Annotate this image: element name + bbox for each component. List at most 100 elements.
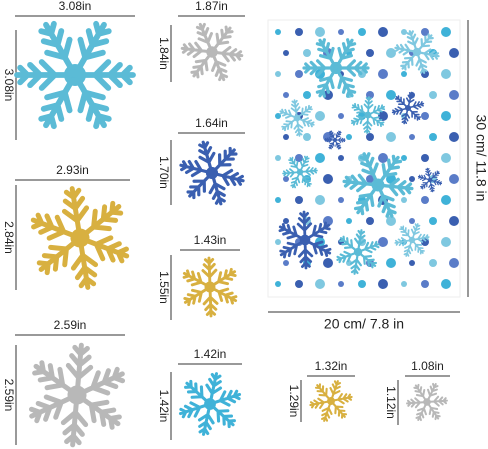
- glitter-dot: [366, 133, 374, 141]
- snowflake-arm: [197, 402, 215, 436]
- snowflake-core: [423, 398, 431, 406]
- glitter-dot: [338, 113, 344, 119]
- glitter-dot: [386, 216, 396, 226]
- glitter-dot: [378, 69, 388, 79]
- snowflake-core: [70, 228, 90, 248]
- glitter-dot: [401, 29, 407, 35]
- glitter-dot: [449, 132, 459, 142]
- glitter-dot: [323, 90, 333, 100]
- snowflake-arm: [334, 66, 357, 98]
- snowflake-core: [364, 111, 372, 119]
- snowflake-arm: [65, 342, 94, 398]
- snowflake: [342, 152, 414, 218]
- snowflake-arm: [342, 173, 380, 193]
- height-label: 1.70in: [157, 156, 171, 189]
- snowflake-arm: [184, 379, 212, 406]
- width-label: 2.93in: [56, 163, 89, 177]
- snowflake-arm: [183, 285, 212, 307]
- glitter-dot: [303, 133, 311, 141]
- width-label: 2.59in: [54, 318, 87, 332]
- snowflake-arm: [296, 104, 313, 119]
- glitter-dot: [449, 174, 459, 184]
- snowflake-arm: [338, 235, 360, 254]
- snowflake-core: [67, 385, 87, 405]
- snowflake-core: [333, 138, 337, 142]
- snowflake-arm: [208, 285, 238, 305]
- snowflake-arm: [210, 45, 244, 63]
- snowflake-arm: [315, 38, 338, 70]
- height-label: 1.29in: [287, 385, 301, 418]
- snowflake: [391, 91, 425, 125]
- snowflake-arm: [413, 383, 428, 403]
- snowflake-arm: [299, 155, 310, 173]
- snowflake-arm: [282, 168, 301, 178]
- snowflake-arm: [429, 178, 443, 186]
- glitter-dot: [323, 258, 333, 268]
- snowflake-arm: [425, 167, 432, 181]
- snowflake-arm: [334, 38, 357, 70]
- sheet-width-label: 20 cm/ 7.8 in: [324, 316, 404, 332]
- snowflake-arm: [190, 50, 214, 79]
- snowflake-arm: [350, 250, 362, 275]
- snowflake-arm: [411, 239, 425, 255]
- snowflake: [182, 256, 238, 318]
- snowflake-core: [404, 104, 412, 112]
- snowflake-core: [296, 168, 304, 176]
- snowflake-arm: [299, 171, 312, 188]
- snowflake: [14, 20, 136, 130]
- glitter-dot: [429, 91, 437, 99]
- snowflake-arm: [195, 22, 214, 54]
- snowflake-arm: [394, 237, 413, 247]
- snowflake-arm: [426, 382, 439, 403]
- snowflake-arm: [329, 380, 342, 403]
- snowflake-arm: [208, 171, 226, 206]
- snowflake-arm: [403, 239, 414, 257]
- glitter-dot: [449, 48, 459, 58]
- snowflake-arm: [334, 137, 346, 143]
- glitter-dot: [366, 91, 374, 99]
- snowflake-arm: [36, 235, 83, 276]
- snowflake-core: [412, 47, 422, 57]
- snowflake-arm: [407, 107, 422, 121]
- snowflake-arm: [406, 397, 428, 409]
- snowflake-arm: [410, 223, 421, 241]
- glitter-dot: [386, 258, 396, 268]
- snowflake-arm: [72, 20, 112, 78]
- glitter-dot: [429, 133, 437, 141]
- glitter-dot: [346, 134, 352, 140]
- snowflake-arm: [74, 392, 122, 430]
- snowflake-arm: [363, 96, 374, 116]
- snowflake-arm: [198, 140, 216, 175]
- snowflake-arm: [77, 200, 124, 241]
- snowflake-arm: [315, 66, 338, 98]
- snowflake-arm: [356, 240, 380, 254]
- glitter-dot: [275, 239, 281, 245]
- glitter-dot: [283, 92, 289, 98]
- width-label: 1.32in: [315, 359, 348, 373]
- snowflake-arm: [356, 250, 378, 269]
- snowflake-arm: [210, 25, 234, 54]
- snowflake-arm: [210, 50, 229, 82]
- glitter-dot: [421, 280, 429, 288]
- glitter-dot: [295, 154, 303, 162]
- glitter-dot: [275, 281, 281, 287]
- width-label: 1.08in: [411, 359, 444, 373]
- snowflake-arm: [415, 50, 428, 74]
- glitter-dot: [401, 281, 407, 287]
- snowflake-core: [299, 234, 311, 246]
- snowflake-arm: [415, 33, 434, 54]
- snowflake-arm: [367, 104, 386, 116]
- snowflake-arm: [429, 170, 440, 181]
- glitter-dot: [409, 260, 415, 266]
- glitter-dot: [358, 280, 366, 288]
- snowflake-arm: [415, 48, 440, 61]
- glitter-dot: [338, 155, 344, 161]
- height-label: 1.42in: [157, 390, 171, 423]
- snowflake: [28, 342, 126, 448]
- snowflake-arm: [70, 235, 99, 290]
- snowflake-arm: [290, 171, 301, 189]
- snowflake-core: [408, 236, 416, 244]
- snowflake-arm: [72, 72, 112, 130]
- glitter-dot: [449, 90, 459, 100]
- snowflake-arm: [302, 59, 338, 77]
